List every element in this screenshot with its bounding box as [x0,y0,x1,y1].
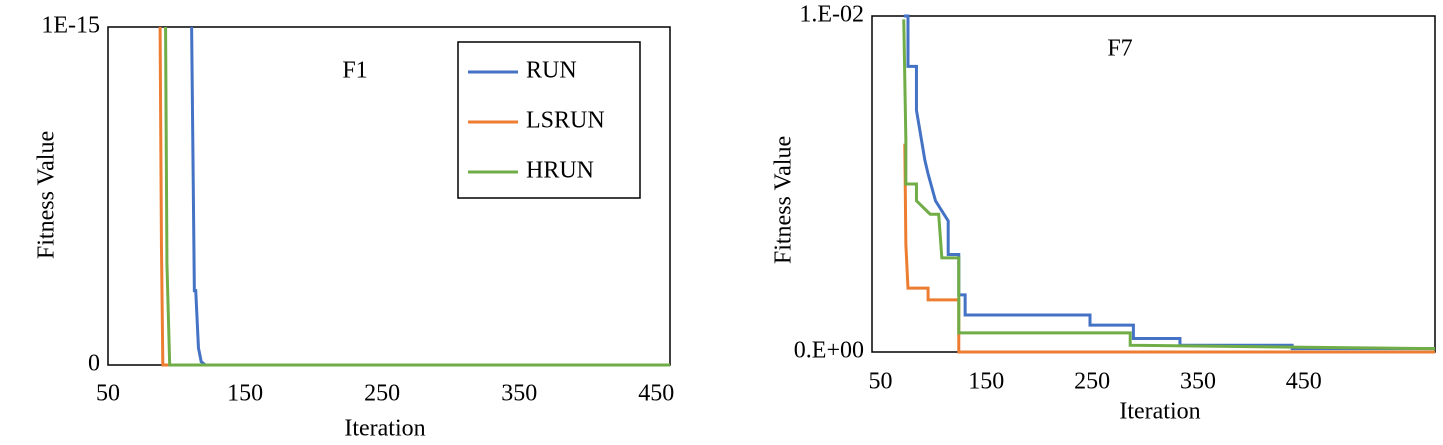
y-tick-label: 1.E-02 [799,2,864,28]
line [164,26,670,367]
x-tick-label: 350 [1180,369,1216,395]
legend-label: HRUN [526,158,594,184]
chart: 0.E+00 1.E-02 50 150 250 350 450 F7 Iteration Fit… [771,2,1436,425]
x-axis-title: Iteration [344,416,425,442]
y-tick-label: 0 [88,351,100,377]
x-axis-title: Iteration [1119,399,1200,425]
line [903,143,1435,354]
x-tick-label: 350 [501,381,537,407]
x-tick-label: 250 [1074,369,1110,395]
x-tick-label: 150 [227,381,263,407]
x-tick-label: 150 [968,369,1004,395]
x-tick-label: 250 [364,381,400,407]
y-axis-title: Fitness Value [771,136,797,264]
legend-label: RUN [526,58,577,84]
plot-frame [871,15,1436,353]
y-tick-label: 1E-15 [41,13,100,39]
x-tick-label: 450 [638,381,674,407]
chart-title: F1 [342,58,367,84]
x-tick-label: 450 [1286,369,1322,395]
y-axis-title: Fitness Value [34,131,60,259]
chart: 0 1E-15 50 150 250 350 450 F1 Iteration Fitness V… [34,13,675,442]
x-tick-label: 50 [868,369,892,395]
y-tick-label: 0.E+00 [794,338,864,364]
chart-title: F7 [1107,36,1132,62]
line [903,14,1435,351]
x-tick-label: 50 [96,381,120,407]
line [902,19,1436,351]
legend-label: LSRUN [526,108,605,134]
